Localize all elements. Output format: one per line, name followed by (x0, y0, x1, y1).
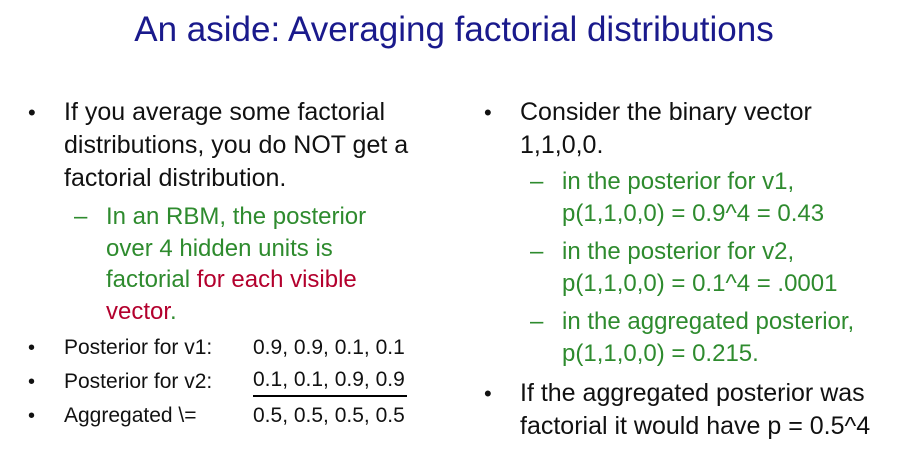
left-sub-point: – In an RBM, the posterior over 4 hidden… (28, 201, 458, 327)
text-line: In an RBM, the posterior (106, 203, 367, 230)
bullet-icon: • (28, 337, 36, 359)
text-line: vector. (106, 296, 458, 328)
text-line: factorial distribution. (64, 164, 287, 192)
posterior-row-v1: • Posterior for v1: 0.9, 0.9, 0.1, 0.1 (28, 331, 458, 365)
right-column: • Consider the binary vector 1,1,0,0. – … (484, 96, 904, 443)
row-label: Aggregated \= (64, 404, 197, 427)
text-line: If the aggregated posterior was (520, 379, 865, 407)
text-line: over 4 hidden units is (106, 234, 333, 262)
slide-title: An aside: Averaging factorial distributi… (134, 10, 774, 49)
bullet-icon: • (28, 371, 36, 393)
posterior-row-v2: • Posterior for v2: 0.1, 0.1, 0.9, 0.9 (28, 365, 458, 399)
text-line: distributions, you do NOT get a (64, 131, 409, 159)
right-bullet-1: • Consider the binary vector 1,1,0,0. (484, 96, 904, 162)
bullet-icon: • (28, 405, 36, 427)
right-bullet-2: • If the aggregated posterior was factor… (484, 377, 904, 443)
green-text: . (170, 297, 177, 325)
row-value: 0.5, 0.5, 0.5, 0.5 (253, 404, 405, 427)
red-text: for each visible (196, 266, 357, 293)
posterior-row-aggregated: • Aggregated \= 0.5, 0.5, 0.5, 0.5 (28, 399, 458, 433)
bullet-icon: • (484, 100, 492, 125)
bullet-icon: • (28, 100, 36, 125)
text-line: factorial for each visible (106, 264, 458, 296)
bullet-icon: • (484, 381, 492, 406)
dash-icon: – (74, 203, 88, 230)
green-text: factorial (106, 266, 197, 293)
row-label: Posterior for v1: (64, 336, 213, 359)
text-line: p(1,1,0,0) = 0.1^4 = .0001 (562, 269, 838, 297)
right-sub-point-3: – in the aggregated posterior, p(1,1,0,0… (484, 306, 904, 369)
text-line: p(1,1,0,0) = 0.215. (562, 339, 759, 367)
dash-icon: – (530, 238, 544, 265)
text-line: p(1,1,0,0) = 0.9^4 = 0.43 (562, 199, 825, 227)
text-line: Consider the binary vector (520, 98, 812, 126)
row-label: Posterior for v2: (64, 370, 213, 393)
text-line: If you average some factorial (64, 98, 385, 126)
row-value: 0.1, 0.1, 0.9, 0.9 (253, 365, 407, 397)
text-line: in the posterior for v1, (562, 168, 795, 195)
text-line: in the posterior for v2, (562, 238, 795, 265)
posterior-table: • Posterior for v1: 0.9, 0.9, 0.1, 0.1 •… (28, 331, 458, 433)
row-value: 0.9, 0.9, 0.1, 0.1 (253, 336, 405, 359)
text-line: 1,1,0,0. (520, 131, 604, 159)
right-sub-point-1: – in the posterior for v1, p(1,1,0,0) = … (484, 166, 904, 229)
red-text: vector (106, 297, 171, 325)
text-line: in the aggregated posterior, (562, 308, 855, 335)
dash-icon: – (530, 168, 544, 195)
left-bullet-1: • If you average some factorial distribu… (28, 96, 458, 195)
text-line: factorial it would have p = 0.5^4 (520, 412, 871, 440)
dash-icon: – (530, 308, 544, 335)
right-sub-point-2: – in the posterior for v2, p(1,1,0,0) = … (484, 236, 904, 299)
left-column: • If you average some factorial distribu… (28, 96, 458, 433)
